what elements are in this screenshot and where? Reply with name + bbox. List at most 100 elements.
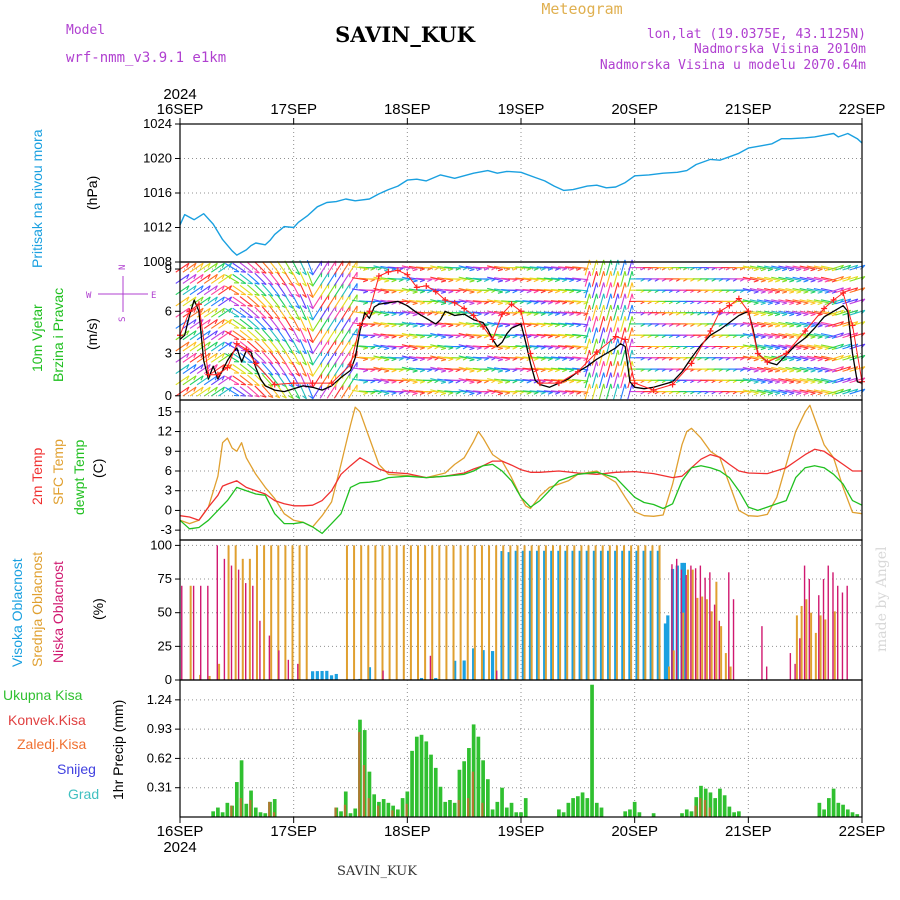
wind-arrow: [620, 349, 626, 366]
wind-arrow: [269, 283, 281, 297]
wind-arrow: [536, 266, 553, 269]
wind-arrow-head: [193, 375, 197, 381]
wind-arrow-head: [308, 316, 314, 321]
cloud-low-bar: [827, 565, 829, 680]
wind-arrow-head: [596, 293, 599, 299]
wind-arrow: [522, 288, 539, 292]
wind-arrow: [799, 344, 816, 349]
cloud-low-bar: [718, 620, 721, 680]
cloud-mid-bar: [284, 545, 287, 680]
cloud-mid-bar: [630, 545, 633, 680]
wind-arrow: [299, 260, 307, 276]
wind-arrow-head: [193, 307, 197, 313]
cloud-ytick-label: 25: [158, 638, 172, 653]
precip-total-bar: [732, 812, 736, 817]
wind-arrow: [210, 273, 225, 284]
wind-arrow: [806, 299, 823, 304]
cloud-ytick-label: 100: [150, 537, 172, 552]
wind-arrow-head: [398, 380, 404, 384]
wind-arrow: [210, 330, 225, 341]
wind-arrow-head: [254, 305, 260, 308]
wind-arrow-head: [384, 336, 390, 339]
wind-arrow: [584, 338, 590, 355]
wind-arrow: [591, 361, 598, 377]
wind-arrow-head: [505, 302, 511, 305]
wind-arrow-head: [362, 392, 369, 395]
wind-arrow: [620, 304, 626, 321]
cloud-ytick-label: 0: [165, 672, 172, 687]
wind-arrow: [247, 385, 260, 398]
cloud-mid-bar: [824, 619, 827, 680]
wind-arrow: [232, 285, 247, 296]
wind-arrow: [299, 282, 307, 298]
wind-arrow: [792, 299, 809, 304]
precip-total-bar: [234, 782, 239, 817]
wind-arrow-head: [427, 267, 433, 271]
wind-gust-marker: [404, 271, 411, 278]
wind-arrow: [182, 273, 197, 284]
wind-arrow-head: [207, 296, 211, 302]
wind-arrow-head: [624, 327, 627, 333]
wind-arrow: [299, 372, 307, 388]
wind-arrow: [196, 318, 211, 329]
wind-arrow-head: [576, 279, 582, 283]
wind-arrow: [792, 333, 809, 338]
wind-gust-marker: [224, 364, 231, 371]
cloud-mid-bar: [608, 545, 611, 680]
precip-total-bar: [386, 802, 391, 817]
wind-arrow: [598, 271, 605, 287]
wind-arrow-head: [469, 381, 475, 384]
wind-arrow: [348, 271, 358, 286]
wind-arrow: [247, 284, 260, 296]
wind-arrow-head: [512, 357, 518, 361]
wind-arrow: [247, 273, 260, 285]
wind-arrow-head: [412, 381, 418, 384]
precip-total-bar: [429, 754, 433, 817]
wind-arrow-head: [214, 364, 218, 370]
wind-arrow-head: [186, 285, 190, 291]
wind-arrow: [764, 389, 780, 394]
wind-arrow: [550, 300, 567, 303]
wind-arrow: [792, 355, 809, 360]
wind-arrow: [835, 377, 851, 384]
cloud-high-bar: [419, 677, 424, 680]
precip-total-bar: [509, 802, 514, 817]
wind-arrow-head: [624, 372, 627, 378]
wind-arrow: [224, 263, 240, 273]
wind-arrow: [239, 329, 253, 341]
wind-arrow-head: [576, 324, 582, 328]
wind-arrow-head: [427, 324, 433, 328]
wind-arrow: [799, 389, 816, 394]
wind-arrow: [605, 361, 612, 377]
precip-snow-label: Snijeg: [57, 761, 96, 777]
wind-arrow: [430, 265, 447, 270]
wind-arrow-head: [370, 369, 376, 373]
cloud-high-bar: [481, 650, 485, 680]
cloud-low-bar: [382, 670, 384, 680]
wind-arrow: [487, 276, 503, 282]
wind-arrow-head: [569, 267, 575, 271]
wind-gust-marker: [461, 305, 468, 312]
wind-arrow-head: [610, 327, 613, 333]
wind-arrow-head: [554, 346, 560, 350]
cloud-high-bar: [649, 550, 653, 680]
wind-arrow: [261, 283, 274, 297]
wind-arrow-head: [308, 361, 314, 366]
wind-arrow-head: [427, 346, 433, 350]
wind-arrow: [778, 265, 795, 270]
wind-arrow: [430, 366, 447, 372]
wind-arrow-head: [268, 327, 274, 331]
wind-arrow-head: [308, 305, 314, 310]
wind-arrow: [261, 295, 274, 308]
wind-arrow-head: [631, 338, 634, 344]
wind-arrow-head: [221, 307, 225, 313]
wind-arrow: [813, 288, 830, 293]
cloud-mid-bar: [516, 545, 519, 680]
wind-arrow: [584, 282, 590, 299]
wind-arrow: [175, 341, 190, 352]
wind-arrow-head: [214, 262, 218, 268]
wind-arrow: [306, 350, 314, 366]
wind-arrow: [522, 333, 539, 337]
